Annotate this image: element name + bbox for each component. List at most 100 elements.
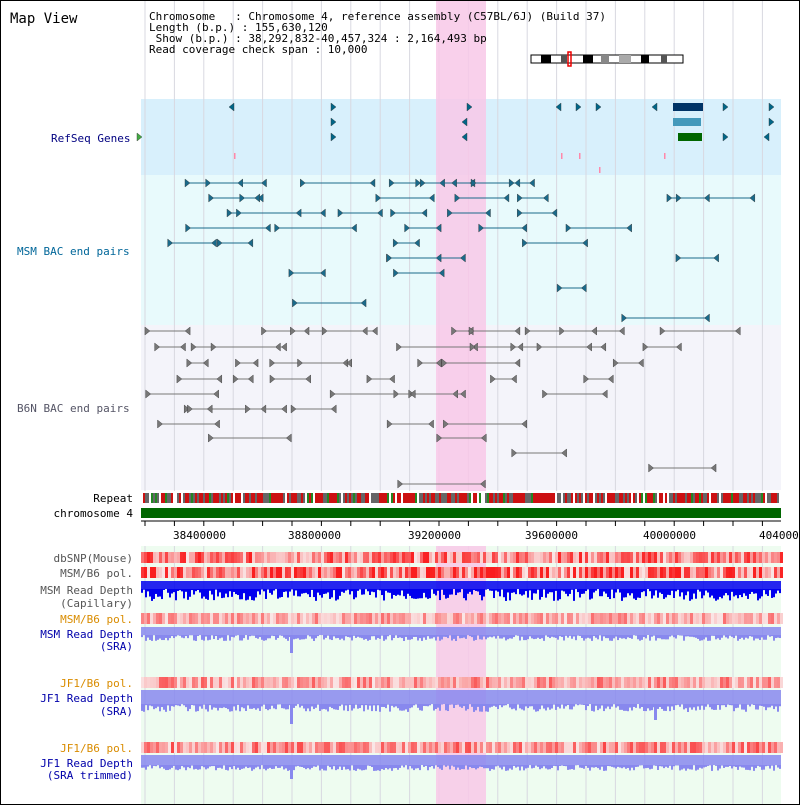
repeat-segment bbox=[663, 493, 665, 503]
dbsnp-heat-cell bbox=[147, 552, 150, 563]
track-label-chromosome[interactable]: chromosome 4 bbox=[53, 507, 133, 520]
jf1-b6-pol-heat-cell bbox=[402, 742, 405, 753]
msm-sra-depth-bar bbox=[661, 635, 663, 640]
jf1-trimmed-depth-bar bbox=[549, 765, 551, 770]
msm-sra-depth-bar bbox=[571, 635, 573, 639]
repeat-segment bbox=[377, 493, 379, 503]
msm-sra-depth-bar bbox=[705, 635, 707, 638]
jf1-trimmed-depth-bar bbox=[389, 765, 391, 769]
repeat-segment bbox=[343, 493, 345, 503]
repeat-segment bbox=[639, 493, 641, 503]
jf1-b6-pol-heat-cell bbox=[192, 677, 195, 688]
dbsnp-heat-cell bbox=[411, 552, 414, 563]
jf1-trimmed-depth-bar bbox=[279, 765, 281, 768]
repeat-segment bbox=[745, 493, 747, 503]
jf1-b6-pol-heat-cell bbox=[663, 742, 666, 753]
dbsnp-heat-cell bbox=[750, 552, 753, 563]
track-label-msm-b6-pol-2[interactable]: MSM/B6 pol. bbox=[60, 613, 133, 626]
repeat-segment bbox=[609, 493, 611, 503]
track-label-msm-read-depth-sra[interactable]: MSM Read Depth bbox=[40, 628, 133, 641]
b6n-bac-pair-end bbox=[190, 342, 197, 352]
repeat-segment bbox=[359, 493, 361, 503]
jf1-trimmed-depth-bar bbox=[349, 765, 351, 771]
jf1-sra-depth-bar bbox=[631, 704, 633, 711]
track-label-repeat[interactable]: Repeat bbox=[93, 492, 133, 505]
jf1-b6-pol-heat-cell bbox=[693, 677, 696, 688]
repeat-segment bbox=[321, 493, 323, 503]
jf1-sra-depth-bar bbox=[743, 704, 745, 710]
msm-b6-pol-heat-cell bbox=[639, 613, 642, 624]
track-label-b6n-bac[interactable]: B6N BAC end pairs bbox=[17, 402, 130, 415]
track-label-jf1-b6-pol-2[interactable]: JF1/B6 pol. bbox=[60, 742, 133, 755]
jf1-trimmed-depth-bar-base bbox=[141, 755, 781, 765]
msm-sra-depth-bar bbox=[267, 635, 269, 639]
repeat-segment bbox=[417, 493, 419, 503]
jf1-trimmed-depth-bar bbox=[465, 765, 467, 766]
jf1-sra-depth-bar bbox=[615, 704, 617, 708]
msm-sra-depth-bar bbox=[651, 635, 653, 637]
jf1-b6-pol-heat-cell bbox=[708, 742, 711, 753]
repeat-segment bbox=[355, 493, 357, 503]
track-label-refseq[interactable]: RefSeq Genes bbox=[51, 132, 131, 145]
b6n-bac-pair-end bbox=[480, 479, 486, 489]
msm-b6-pol-heat-cell bbox=[537, 567, 540, 578]
repeat-segment bbox=[637, 493, 639, 503]
jf1-b6-pol-heat-cell bbox=[729, 677, 732, 688]
track-label-dbsnp[interactable]: dbSNP(Mouse) bbox=[53, 552, 133, 565]
dbsnp-heat-cell bbox=[252, 552, 255, 563]
track-label-jf1-b6-pol-1[interactable]: JF1/B6 pol. bbox=[60, 677, 133, 690]
msm-sra-depth-bar bbox=[363, 635, 365, 640]
track-label-jf1-read-depth-sra[interactable]: JF1 Read Depth bbox=[40, 692, 133, 705]
msm-capillary-depth-bar bbox=[645, 589, 647, 597]
jf1-trimmed-depth-bar bbox=[445, 765, 447, 767]
msm-b6-pol-heat-cell bbox=[351, 613, 354, 624]
repeat-segment bbox=[777, 493, 779, 503]
jf1-b6-pol-heat-cell bbox=[312, 677, 315, 688]
msm-bac-pair-end bbox=[388, 178, 395, 188]
jf1-trimmed-depth-bar bbox=[593, 765, 595, 768]
msm-b6-pol-heat-cell bbox=[390, 567, 393, 578]
jf1-sra-depth-bar bbox=[671, 704, 673, 707]
jf1-b6-pol-heat-cell bbox=[603, 742, 606, 753]
jf1-trimmed-depth-bar bbox=[563, 765, 565, 767]
jf1-sra-depth-bar bbox=[531, 704, 533, 707]
track-label-jf1-read-depth-trimmed[interactable]: JF1 Read Depth bbox=[40, 757, 133, 770]
msm-b6-pol-heat-cell bbox=[534, 567, 537, 578]
msm-sra-depth-bar bbox=[755, 635, 757, 639]
jf1-trimmed-depth-bar bbox=[545, 765, 547, 769]
dbsnp-heat-cell bbox=[201, 552, 204, 563]
repeat-segment bbox=[267, 493, 269, 503]
refseq-tick bbox=[579, 153, 581, 159]
jf1-trimmed-depth-bar bbox=[511, 765, 513, 770]
jf1-sra-depth-bar bbox=[559, 704, 561, 709]
track-label-msm-read-depth-capillary[interactable]: MSM Read Depth bbox=[40, 584, 133, 597]
msm-b6-pol-heat-cell bbox=[243, 567, 246, 578]
msm-capillary-depth-bar bbox=[523, 589, 525, 595]
jf1-sra-depth-bar bbox=[249, 704, 251, 709]
jf1-b6-pol-heat-cell bbox=[648, 742, 651, 753]
msm-sra-depth-bar bbox=[339, 635, 341, 640]
jf1-sra-depth-bar bbox=[407, 704, 409, 712]
track-label-msm-bac[interactable]: MSM BAC end pairs bbox=[17, 245, 130, 258]
msm-sra-depth-bar bbox=[507, 635, 509, 640]
repeat-segment bbox=[471, 493, 473, 503]
msm-sra-depth-bar bbox=[713, 635, 715, 636]
repeat-segment bbox=[617, 493, 619, 503]
dbsnp-heat-cell bbox=[711, 552, 714, 563]
dbsnp-heat-cell bbox=[369, 552, 372, 563]
jf1-sra-depth-bar bbox=[553, 704, 555, 705]
msm-capillary-depth-bar bbox=[303, 589, 305, 594]
msm-b6-pol-heat-cell bbox=[366, 613, 369, 624]
msm-capillary-depth-bar bbox=[179, 589, 181, 591]
jf1-b6-pol-heat-cell bbox=[144, 677, 147, 688]
track-label-msm-b6-pol-1[interactable]: MSM/B6 pol. bbox=[60, 567, 133, 580]
msm-b6-pol-heat-cell bbox=[240, 567, 243, 578]
jf1-trimmed-depth-bar bbox=[427, 765, 429, 771]
jf1-sra-depth-bar bbox=[255, 704, 257, 710]
msm-sra-depth-bar bbox=[379, 635, 381, 639]
msm-sra-depth-bar bbox=[775, 635, 777, 639]
jf1-trimmed-depth-bar bbox=[321, 765, 323, 769]
repeat-segment bbox=[167, 493, 169, 503]
repeat-segment bbox=[469, 493, 471, 503]
